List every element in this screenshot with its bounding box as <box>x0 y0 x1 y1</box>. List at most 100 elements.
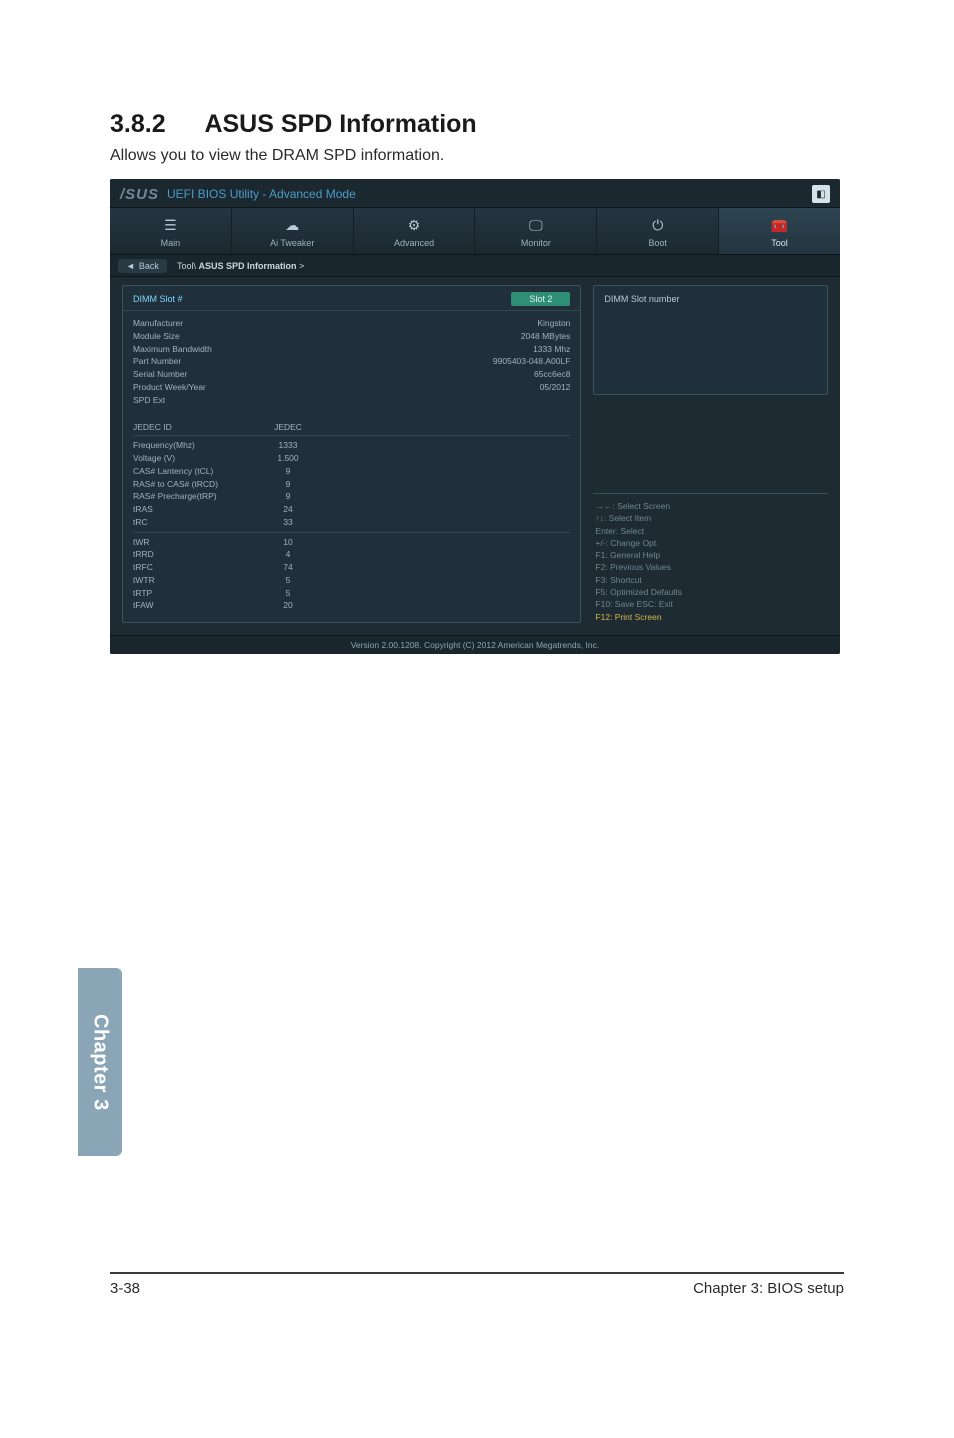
jedec-key: RAS# Precharge(tRP) <box>133 490 258 503</box>
divider <box>133 532 570 533</box>
jedec-row: tRC33 <box>133 516 570 529</box>
info-value: 65cc6ec8 <box>283 368 570 381</box>
cloud-icon: ☁ <box>232 216 353 234</box>
gear-icon: ⚙ <box>354 216 475 234</box>
tab-main[interactable]: ☰ Main <box>110 208 232 254</box>
info-value <box>283 394 570 407</box>
jedec-value: 9 <box>258 465 318 478</box>
monitor-icon: 🖵 <box>475 216 596 234</box>
info-key: Manufacturer <box>133 317 283 330</box>
info-value: 9905403-048.A00LF <box>283 355 570 368</box>
jedec-row: Frequency(Mhz)1333 <box>133 439 570 452</box>
info-row: Part Number9905403-048.A00LF <box>133 355 570 368</box>
jedec-col-header: JEDEC <box>258 422 318 432</box>
info-row: Maximum Bandwidth1333 Mhz <box>133 343 570 356</box>
hint-row: →←: Select Screen <box>595 500 828 512</box>
list-icon: ☰ <box>110 216 231 234</box>
jedec-key: tRTP <box>133 587 258 600</box>
jedec-row: tRFC74 <box>133 561 570 574</box>
hint-row: F2: Previous Values <box>595 561 828 573</box>
tab-advanced[interactable]: ⚙ Advanced <box>354 208 476 254</box>
tab-label: Monitor <box>475 238 596 248</box>
tab-label: Main <box>110 238 231 248</box>
jedec-row: tFAW20 <box>133 599 570 612</box>
hint-row: ↑↓: Select Item <box>595 512 828 524</box>
hint-row: F5: Optimized Defaults <box>595 586 828 598</box>
hint-row: F12: Print Screen <box>595 611 828 623</box>
hint-row: Enter: Select <box>595 525 828 537</box>
info-key: Maximum Bandwidth <box>133 343 283 356</box>
jedec-row: tRTP5 <box>133 587 570 600</box>
jedec-key: Voltage (V) <box>133 452 258 465</box>
jedec-key: tRFC <box>133 561 258 574</box>
hint-row: +/-: Change Opt. <box>595 537 828 549</box>
jedec-key: tWR <box>133 536 258 549</box>
jedec-key: Frequency(Mhz) <box>133 439 258 452</box>
breadcrumb-current: ASUS SPD Information <box>198 261 296 271</box>
exit-icon[interactable]: ◧ <box>812 185 830 203</box>
spd-panel: DIMM Slot # Slot 2 ManufacturerKingstonM… <box>122 285 581 623</box>
jedec-id-header: JEDEC ID <box>133 422 258 432</box>
breadcrumb-bar: ◄ Back Tool\ ASUS SPD Information > <box>110 255 840 277</box>
tab-label: Boot <box>597 238 718 248</box>
info-key: Module Size <box>133 330 283 343</box>
jedec-value: 24 <box>258 503 318 516</box>
back-arrow-icon: ◄ <box>126 261 135 271</box>
tab-ai-tweaker[interactable]: ☁ Ai Tweaker <box>232 208 354 254</box>
bios-window: /SUS UEFI BIOS Utility - Advanced Mode ◧… <box>110 179 840 654</box>
jedec-row: Voltage (V)1.500 <box>133 452 570 465</box>
breadcrumb-suffix: > <box>296 261 304 271</box>
hint-row: F3: Shortcut <box>595 574 828 586</box>
jedec-key: tWTR <box>133 574 258 587</box>
help-title: DIMM Slot number <box>604 294 817 304</box>
section-number: 3.8.2 <box>110 110 200 139</box>
tab-label: Advanced <box>354 238 475 248</box>
info-row: Module Size2048 MBytes <box>133 330 570 343</box>
jedec-value: 4 <box>258 548 318 561</box>
key-hints: →←: Select Screen↑↓: Select ItemEnter: S… <box>593 493 828 623</box>
info-row: Serial Number65cc6ec8 <box>133 368 570 381</box>
info-key: Serial Number <box>133 368 283 381</box>
section-title: ASUS SPD Information <box>204 110 476 138</box>
page-footer-title: Chapter 3: BIOS setup <box>693 1280 844 1297</box>
jedec-key: tRRD <box>133 548 258 561</box>
toolbox-icon: 🧰 <box>719 216 840 234</box>
jedec-value: 10 <box>258 536 318 549</box>
jedec-key: CAS# Lantency (tCL) <box>133 465 258 478</box>
bios-footer: Version 2.00.1208. Copyright (C) 2012 Am… <box>110 635 840 654</box>
jedec-value: 5 <box>258 587 318 600</box>
info-value: 2048 MBytes <box>283 330 570 343</box>
jedec-key: tFAW <box>133 599 258 612</box>
bios-tabbar: ☰ Main ☁ Ai Tweaker ⚙ Advanced 🖵 Monitor… <box>110 208 840 255</box>
jedec-value: 5 <box>258 574 318 587</box>
hint-row: F1: General Help <box>595 549 828 561</box>
dimm-slot-label: DIMM Slot # <box>133 294 183 304</box>
tab-tool[interactable]: 🧰 Tool <box>719 208 840 254</box>
chapter-tab-text: Chapter 3 <box>89 1014 112 1111</box>
tab-label: Tool <box>719 238 840 248</box>
back-button[interactable]: ◄ Back <box>118 259 167 273</box>
jedec-row: tRAS24 <box>133 503 570 516</box>
info-value: 1333 Mhz <box>283 343 570 356</box>
tab-label: Ai Tweaker <box>232 238 353 248</box>
jedec-row: RAS# to CAS# (tRCD)9 <box>133 478 570 491</box>
breadcrumb-prefix: Tool\ <box>177 261 199 271</box>
help-box: DIMM Slot number <box>593 285 828 395</box>
asus-logo: /SUS <box>120 186 159 203</box>
jedec-row: CAS# Lantency (tCL)9 <box>133 465 570 478</box>
jedec-value: 1.500 <box>258 452 318 465</box>
power-icon: ⏻ <box>597 216 718 234</box>
info-value: Kingston <box>283 317 570 330</box>
jedec-key: RAS# to CAS# (tRCD) <box>133 478 258 491</box>
tab-monitor[interactable]: 🖵 Monitor <box>475 208 597 254</box>
jedec-value: 20 <box>258 599 318 612</box>
dimm-slot-selector[interactable]: Slot 2 <box>511 292 570 306</box>
info-row: Product Week/Year05/2012 <box>133 381 570 394</box>
info-row: ManufacturerKingston <box>133 317 570 330</box>
bios-mode-title: UEFI BIOS Utility - Advanced Mode <box>167 187 356 201</box>
info-key: Product Week/Year <box>133 381 283 394</box>
jedec-block: JEDEC ID JEDEC Frequency(Mhz)1333Voltage… <box>123 422 580 612</box>
jedec-row: tWR10 <box>133 536 570 549</box>
breadcrumb: Tool\ ASUS SPD Information > <box>177 261 304 271</box>
tab-boot[interactable]: ⏻ Boot <box>597 208 719 254</box>
